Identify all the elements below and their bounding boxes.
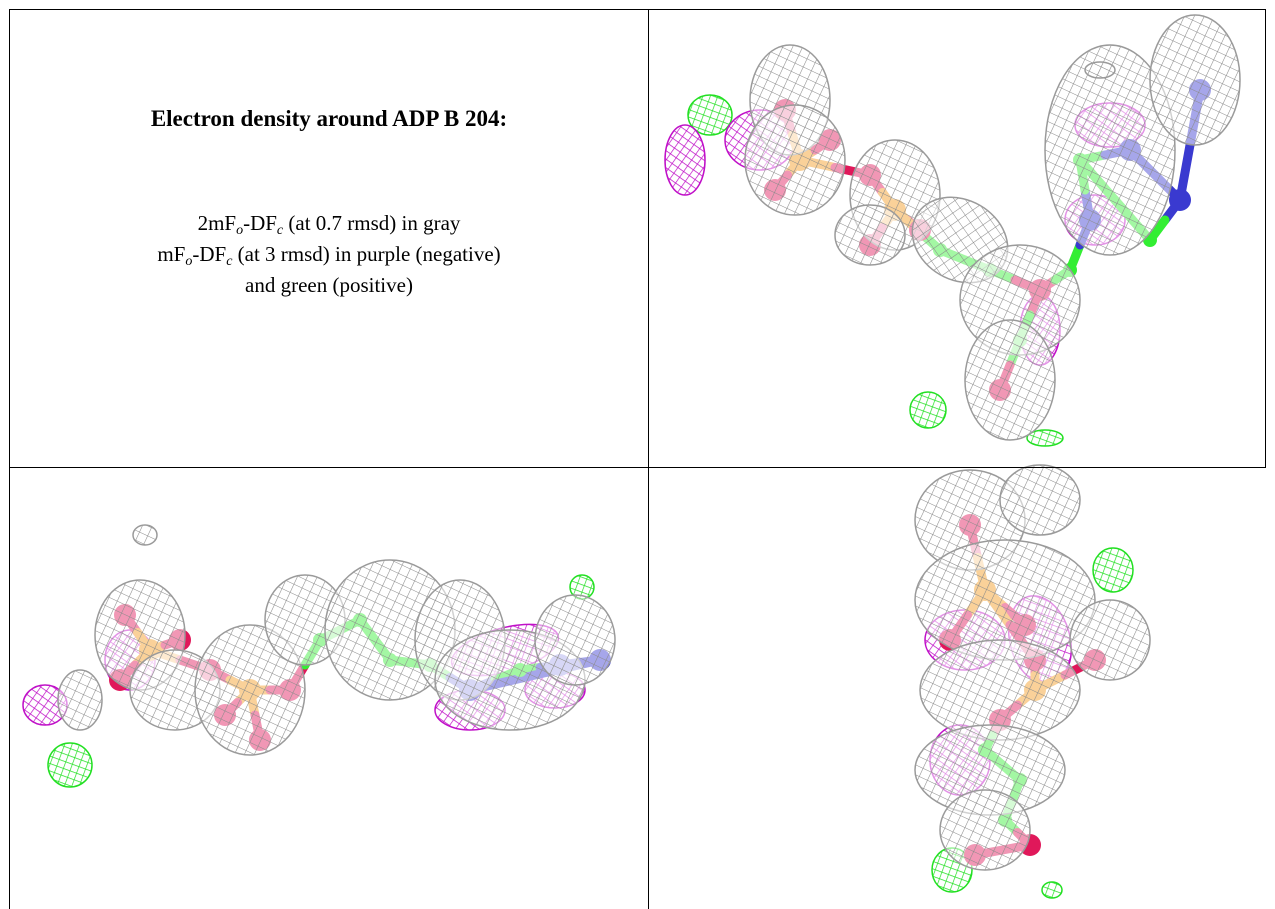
text: -DF bbox=[192, 242, 226, 266]
density-mesh bbox=[1000, 465, 1080, 535]
caption-line: and green (positive) bbox=[10, 270, 648, 301]
density-mesh bbox=[133, 525, 157, 545]
text: and green (positive) bbox=[245, 273, 413, 297]
caption-line: 2mFo-DFc (at 0.7 rmsd) in gray bbox=[10, 208, 648, 239]
density-mesh bbox=[535, 595, 615, 685]
density-mesh bbox=[940, 790, 1030, 870]
legend-cell: Electron density around ADP B 204: 2mFo-… bbox=[10, 10, 648, 467]
density-mesh bbox=[1085, 62, 1115, 78]
positive-density bbox=[1093, 548, 1133, 592]
density-mesh bbox=[835, 205, 905, 265]
title: Electron density around ADP B 204: bbox=[10, 106, 648, 132]
text: mF bbox=[157, 242, 185, 266]
text: (at 3 rmsd) in purple (negative) bbox=[232, 242, 500, 266]
positive-density bbox=[910, 392, 946, 428]
positive-density bbox=[48, 743, 92, 787]
text: 2mF bbox=[198, 211, 237, 235]
density-mesh bbox=[965, 320, 1055, 440]
caption: 2mFo-DFc (at 0.7 rmsd) in gray mFo-DFc (… bbox=[10, 208, 648, 301]
negative-density bbox=[665, 125, 705, 195]
density-mesh bbox=[745, 105, 845, 215]
text: (at 0.7 rmsd) in gray bbox=[283, 211, 460, 235]
positive-density bbox=[1042, 882, 1062, 898]
density-mesh bbox=[58, 670, 102, 730]
text: -DF bbox=[243, 211, 277, 235]
density-mesh bbox=[1070, 600, 1150, 680]
density-mesh bbox=[1150, 15, 1240, 145]
page: Electron density around ADP B 204: 2mFo-… bbox=[0, 0, 1275, 909]
atom bbox=[1169, 189, 1191, 211]
caption-line: mFo-DFc (at 3 rmsd) in purple (negative) bbox=[10, 239, 648, 270]
